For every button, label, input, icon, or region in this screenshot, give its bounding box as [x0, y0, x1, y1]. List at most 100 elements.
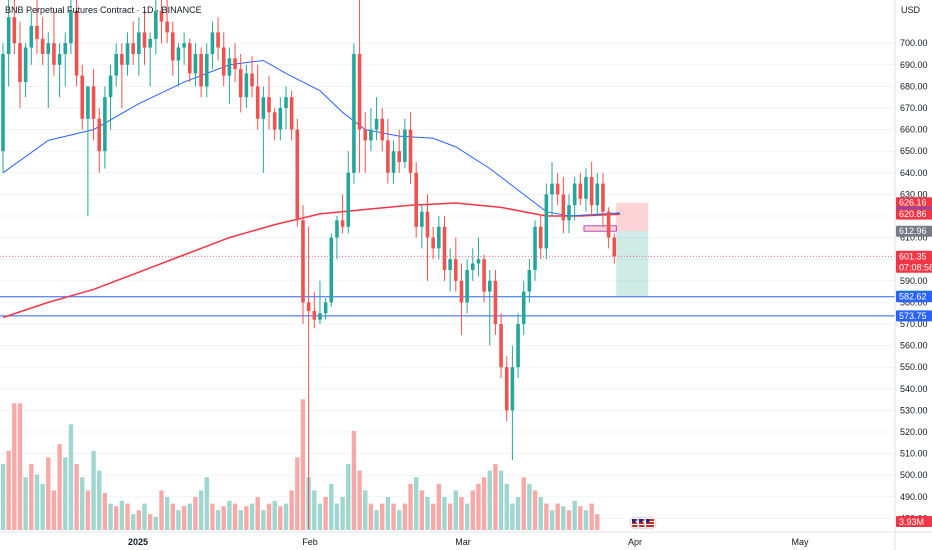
candle[interactable]: [46, 32, 51, 108]
candle[interactable]: [510, 345, 515, 461]
candle[interactable]: [250, 56, 254, 98]
candle[interactable]: [454, 237, 458, 292]
candle[interactable]: [295, 118, 300, 227]
candle[interactable]: [97, 108, 102, 173]
candle[interactable]: [63, 32, 68, 87]
candle[interactable]: [595, 172, 600, 216]
time-axis[interactable]: 2025 Feb Mar Apr May: [128, 537, 809, 547]
candle[interactable]: [91, 69, 96, 141]
candle[interactable]: [521, 280, 526, 335]
candle[interactable]: [23, 43, 28, 98]
candle[interactable]: [403, 118, 407, 169]
candle[interactable]: [137, 17, 141, 76]
price-axis[interactable]: 480.00490.00500.00510.00520.00530.00540.…: [900, 38, 928, 523]
candle[interactable]: [476, 237, 481, 277]
candle[interactable]: [374, 97, 379, 141]
candle[interactable]: [516, 313, 520, 378]
candle[interactable]: [352, 43, 356, 184]
candle[interactable]: [255, 64, 260, 130]
candle[interactable]: [346, 151, 351, 234]
candle[interactable]: [108, 64, 113, 130]
candle[interactable]: [272, 108, 277, 141]
candle[interactable]: [323, 298, 328, 320]
candle[interactable]: [204, 43, 209, 98]
candle[interactable]: [442, 216, 447, 281]
candle[interactable]: [589, 162, 594, 216]
position-tool[interactable]: [583, 202, 649, 297]
candle[interactable]: [561, 177, 566, 234]
candle[interactable]: [601, 172, 605, 227]
event-flag-icon[interactable]: [643, 516, 657, 530]
candle[interactable]: [52, 10, 56, 76]
candle[interactable]: [318, 280, 322, 324]
candle[interactable]: [289, 90, 294, 141]
candle[interactable]: [493, 270, 498, 335]
candle[interactable]: [386, 118, 390, 184]
candle[interactable]: [120, 43, 124, 108]
candle[interactable]: [357, 0, 362, 173]
candle[interactable]: [470, 248, 475, 281]
candle[interactable]: [363, 112, 368, 173]
candle[interactable]: [550, 162, 554, 216]
candle[interactable]: [499, 313, 503, 378]
candle[interactable]: [527, 259, 532, 303]
candle[interactable]: [176, 43, 181, 87]
candle[interactable]: [465, 259, 469, 314]
candle[interactable]: [171, 21, 175, 76]
candles[interactable]: [1, 0, 617, 530]
candle[interactable]: [142, 10, 147, 65]
candle[interactable]: [448, 248, 452, 292]
candle[interactable]: [391, 140, 396, 184]
candle[interactable]: [397, 129, 401, 173]
candle[interactable]: [261, 86, 266, 173]
candle[interactable]: [369, 108, 373, 152]
candle[interactable]: [306, 226, 311, 530]
candle[interactable]: [606, 207, 611, 249]
candle[interactable]: [35, 0, 39, 54]
candle[interactable]: [437, 216, 441, 260]
candle[interactable]: [459, 263, 464, 335]
candle[interactable]: [148, 32, 152, 87]
horizontal-lines[interactable]: [0, 255, 895, 317]
candle[interactable]: [80, 64, 85, 130]
candle[interactable]: [284, 86, 288, 130]
candle[interactable]: [482, 254, 486, 303]
candle[interactable]: [267, 75, 271, 130]
candle[interactable]: [420, 205, 424, 249]
candle[interactable]: [199, 47, 203, 98]
candle[interactable]: [278, 97, 283, 141]
candle[interactable]: [114, 43, 118, 87]
candle[interactable]: [329, 233, 334, 307]
candle[interactable]: [572, 177, 577, 221]
candle[interactable]: [193, 43, 198, 87]
candle[interactable]: [312, 291, 317, 329]
candle[interactable]: [335, 216, 339, 260]
candle[interactable]: [567, 194, 571, 234]
candle[interactable]: [86, 86, 90, 216]
candle[interactable]: [216, 17, 220, 61]
candle[interactable]: [578, 172, 583, 206]
candle[interactable]: [340, 194, 345, 234]
candle[interactable]: [29, 10, 34, 65]
position-stop-zone[interactable]: [616, 202, 649, 232]
candle[interactable]: [533, 220, 537, 281]
candle[interactable]: [6, 0, 11, 87]
candle[interactable]: [544, 183, 549, 260]
candle[interactable]: [1, 43, 5, 173]
candle[interactable]: [12, 0, 17, 54]
candle[interactable]: [187, 38, 192, 83]
candle[interactable]: [584, 168, 588, 212]
candle[interactable]: [227, 47, 232, 104]
candle[interactable]: [103, 86, 107, 169]
position-target-zone[interactable]: [616, 231, 649, 297]
candle[interactable]: [612, 233, 617, 264]
candle[interactable]: [154, 0, 158, 54]
candle[interactable]: [40, 17, 45, 65]
candle[interactable]: [414, 162, 418, 238]
candle[interactable]: [165, 0, 169, 44]
candle[interactable]: [238, 54, 243, 113]
candle[interactable]: [18, 21, 22, 108]
candle[interactable]: [125, 32, 130, 76]
candle[interactable]: [380, 108, 385, 152]
